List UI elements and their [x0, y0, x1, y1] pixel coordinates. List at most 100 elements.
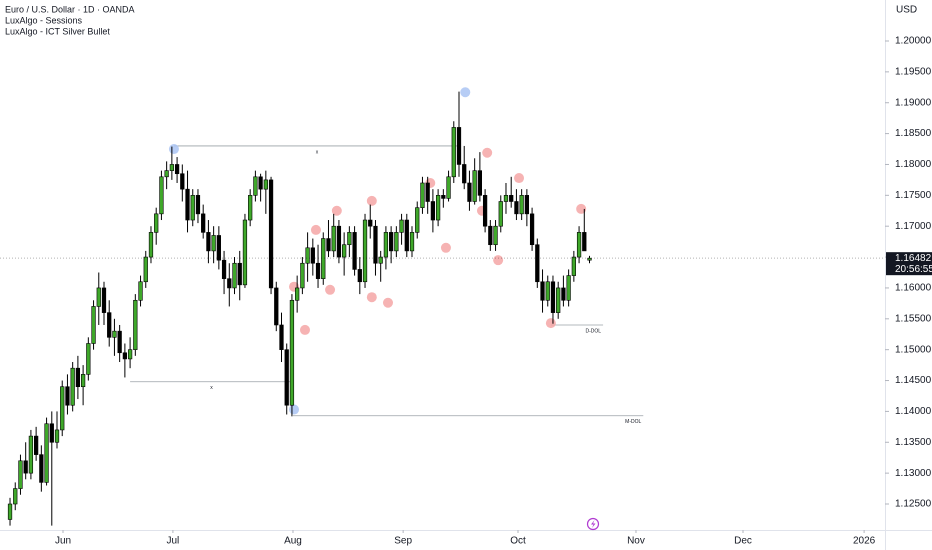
candle	[331, 213, 336, 258]
candle	[389, 226, 394, 264]
candle-body	[49, 423, 54, 443]
candle	[232, 257, 237, 295]
x-tick-label: Nov	[627, 536, 645, 547]
swing-marker	[331, 205, 342, 216]
y-tick-label: 1.19000	[895, 97, 932, 108]
candle	[310, 238, 315, 276]
swing-marker	[366, 195, 377, 206]
candle-body	[148, 232, 154, 258]
candle	[524, 189, 529, 227]
candle-body	[60, 386, 65, 431]
swing-marker	[325, 284, 336, 295]
candle-body	[295, 287, 300, 301]
candle	[446, 170, 451, 202]
candle	[373, 220, 378, 276]
candle	[49, 411, 54, 526]
candle-body	[498, 201, 503, 227]
candle-body	[378, 256, 383, 264]
candle-body	[342, 244, 347, 258]
y-tick-label: 1.18000	[895, 159, 932, 170]
candle-body	[206, 232, 211, 252]
candle	[80, 365, 86, 406]
candle-body	[315, 262, 321, 279]
lightning-icon[interactable]	[586, 517, 600, 531]
candle	[321, 232, 326, 285]
candle	[488, 220, 493, 251]
candle	[451, 121, 456, 183]
candle-body	[154, 213, 159, 233]
swing-marker	[299, 324, 310, 335]
candle	[159, 170, 164, 221]
candle-body	[112, 330, 117, 338]
candle	[315, 244, 321, 288]
candle-body	[467, 182, 472, 202]
candle	[503, 182, 509, 214]
candle-body	[86, 343, 91, 375]
candle	[545, 275, 550, 307]
candle-body	[227, 278, 232, 289]
candle-body	[404, 219, 409, 252]
x-tick-label: Oct	[510, 536, 526, 547]
y-tick-label: 1.17500	[895, 190, 932, 201]
candle-body	[545, 281, 550, 301]
swing-marker	[168, 144, 179, 155]
candle-body	[477, 170, 483, 196]
swing-marker	[482, 147, 493, 158]
candle-body	[482, 195, 488, 227]
swing-marker	[576, 203, 587, 214]
level-label: x	[316, 149, 319, 155]
candle	[399, 213, 404, 245]
candle	[342, 232, 347, 276]
candle	[456, 91, 462, 177]
candle	[195, 189, 201, 224]
candle-body	[80, 374, 86, 388]
candle	[96, 272, 101, 325]
candle-body	[347, 232, 352, 246]
candle	[493, 220, 498, 251]
candle	[117, 324, 122, 363]
candle-body	[23, 460, 28, 474]
candle-body	[488, 225, 493, 246]
candle	[107, 300, 112, 347]
candle-body	[169, 164, 174, 171]
candle-body	[195, 195, 201, 215]
x-tick-label: Jul	[167, 536, 180, 547]
x-tick-label: 2026	[853, 536, 876, 547]
candle-body	[415, 207, 420, 233]
candle	[263, 170, 268, 214]
candle	[571, 250, 576, 282]
candle-body	[75, 367, 81, 388]
candle	[133, 294, 138, 356]
candle-body	[253, 176, 258, 196]
candle	[154, 207, 159, 245]
candle-body	[279, 324, 284, 350]
candle	[70, 362, 75, 412]
candle-body	[13, 488, 18, 505]
candle	[44, 417, 49, 486]
candle-body	[274, 287, 279, 326]
candle-body	[509, 195, 514, 202]
candle	[529, 207, 535, 251]
candle	[279, 312, 284, 363]
candle-body	[587, 257, 592, 261]
candle-body	[133, 299, 138, 350]
candle-body	[211, 235, 216, 252]
candle	[498, 195, 503, 233]
candle	[420, 176, 425, 214]
candle	[295, 275, 300, 313]
candle	[28, 429, 34, 480]
candle-body	[493, 225, 498, 246]
candle	[576, 226, 582, 264]
candle	[540, 269, 545, 313]
candle	[357, 257, 362, 295]
y-tick-label: 1.17000	[895, 221, 932, 232]
candle-body	[242, 219, 248, 286]
swing-marker	[310, 224, 321, 235]
candle	[435, 189, 441, 227]
candle	[472, 158, 477, 205]
currency-label[interactable]: USD	[896, 5, 917, 16]
candle	[201, 204, 206, 239]
candle-body	[451, 127, 456, 178]
candle-body	[221, 259, 227, 279]
swing-marker	[545, 318, 556, 329]
